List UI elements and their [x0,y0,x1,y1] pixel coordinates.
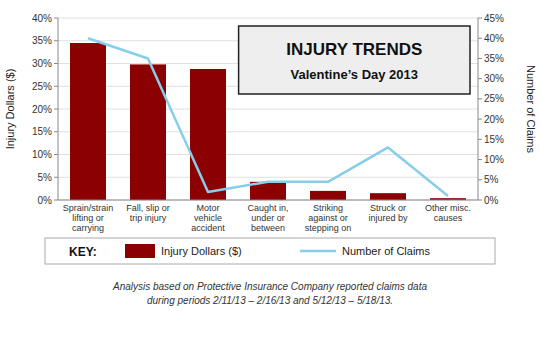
y2-axis-line [478,18,479,200]
y-tick [54,63,58,64]
y-tick [54,177,58,178]
y2-tick-label: 30% [484,73,504,84]
x-tick-label-line: stepping on [305,223,352,233]
x-tick-label-line: Struck or [370,203,406,213]
y2-tick-label: 20% [484,114,504,125]
x-tick-label: Strikingagainst orstepping on [305,203,352,233]
title-box: INJURY TRENDS Valentine’s Day 2013 [239,26,470,94]
footnote: Analysis based on Protective Insurance C… [112,281,427,306]
legend: KEY: Injury Dollars ($) Number of Claims [45,238,495,264]
x-tick-label: Fall, slip ortrip injury [126,203,170,223]
legend-title: KEY: [69,245,97,259]
y2-tick [478,159,482,160]
y-tick-label: 40% [32,13,52,24]
bar [70,43,106,200]
x-axis-line [58,200,478,201]
legend-label: Injury Dollars ($) [161,245,242,257]
y2-tick-label: 35% [484,53,504,64]
legend-label: Number of Claims [342,245,431,257]
y-tick-label: 15% [32,126,52,137]
x-tick-label-line: vehicle [194,213,222,223]
subtitle: Valentine’s Day 2013 [291,67,418,82]
y2-tick [478,139,482,140]
x-tick-label-line: accident [191,223,225,233]
legend-frame [45,238,495,264]
y-tick-label: 35% [32,35,52,46]
axes: 0% 5% 10% 15% 20% 25% 30% 35% 40% 0% 5% 10% 15% 20% 25… [32,13,504,234]
y2-tick-label: 10% [484,154,504,165]
grid-line [58,18,478,19]
x-tick-label-line: against or [308,213,348,223]
legend-swatch [125,244,155,258]
x-tick-label: Other misc.causes [425,203,471,223]
y-tick [54,18,58,19]
y-tick-label: 25% [32,81,52,92]
grid-line [58,154,478,155]
x-tick-label-line: Caught in, [247,203,288,213]
y2-tick [478,38,482,39]
y-tick [54,86,58,87]
y-tick-label: 10% [32,149,52,160]
y-tick [54,131,58,132]
x-tick-label-line: under or [251,213,285,223]
grid-line [58,177,478,178]
legend-swatch [300,250,336,253]
y-axis-label: Injury Dollars ($) [4,69,16,150]
x-tick-label: Motorvehicleaccident [191,203,225,233]
y2-tick-label: 45% [484,13,504,24]
y-tick [54,154,58,155]
y2-axis-label: Number of Claims [525,65,537,154]
y-tick-label: 20% [32,104,52,115]
x-tick-label-line: Motor [196,203,219,213]
grid [58,18,478,200]
y2-tick-label: 15% [484,134,504,145]
chart: 0% 5% 10% 15% 20% 25% 30% 35% 40% 0% 5% 10% 15% 20% 25… [0,0,540,355]
y2-tick [478,200,482,201]
y2-tick-label: 5% [484,174,499,185]
bar [370,193,406,200]
title-box-frame [239,26,470,94]
grid-line [58,109,478,110]
x-tick-label-line: carrying [72,223,104,233]
bar [190,69,226,200]
x-tick-label-line: causes [434,213,463,223]
grid-line [58,200,478,201]
y2-tick-label: 40% [484,33,504,44]
y-tick [54,109,58,110]
y2-tick [478,18,482,19]
y-tick-label: 0% [38,195,53,206]
y2-tick [478,179,482,180]
x-tick-label: Caught in,under orbetween [247,203,288,233]
y2-tick [478,58,482,59]
y2-tick [478,78,482,79]
x-tick-label-line: Other misc. [425,203,471,213]
x-tick-label-line: lifting or [72,213,104,223]
footnote-line: during periods 2/11/13 – 2/16/13 and 5/1… [147,295,393,306]
x-tick-label-line: Sprain/strain [63,203,114,213]
x-tick-label: Struck orinjured by [368,203,408,223]
x-tick-label-line: Fall, slip or [126,203,170,213]
x-tick-label-line: Striking [313,203,343,213]
x-tick-label-line: injured by [368,213,408,223]
x-tick-label-line: between [251,223,285,233]
x-tick-label-line: trip injury [130,213,167,223]
y2-tick [478,119,482,120]
y-tick-label: 30% [32,58,52,69]
y2-tick-label: 0% [484,195,499,206]
x-tick-label: Sprain/strainlifting orcarrying [63,203,114,233]
bar [310,191,346,200]
title: INJURY TRENDS [286,40,422,59]
y2-tick-label: 25% [484,93,504,104]
footnote-line: Analysis based on Protective Insurance C… [112,281,427,292]
grid-line [58,131,478,132]
y2-tick [478,98,482,99]
y-tick [54,40,58,41]
y-tick-label: 5% [38,172,53,183]
y-tick [54,200,58,201]
